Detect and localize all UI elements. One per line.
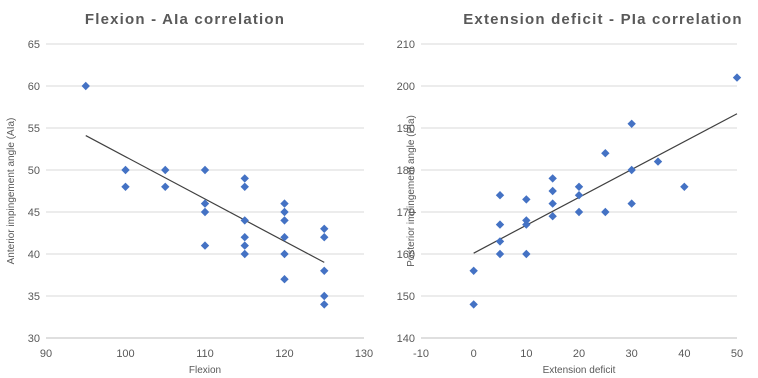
data-point <box>469 266 478 275</box>
x-tick-label: -10 <box>413 348 429 360</box>
data-point <box>81 81 90 91</box>
x-axis-label: Flexion <box>189 365 221 376</box>
data-point <box>495 237 505 246</box>
data-point <box>240 174 249 183</box>
data-point <box>240 216 249 225</box>
data-point <box>627 199 636 208</box>
data-point <box>121 182 130 191</box>
y-tick-label: 45 <box>28 207 40 219</box>
data-point <box>320 233 329 242</box>
data-point <box>680 182 689 191</box>
x-tick-label: 20 <box>573 348 585 360</box>
y-axis-label: Anterior impingement angle (AIa) <box>6 118 17 265</box>
data-point <box>627 119 636 128</box>
y-tick-label: 200 <box>397 81 415 93</box>
data-point <box>522 195 531 204</box>
chart-flexion-aia: Flexion - AIa correlation 30 35 40 45 50 55 60 6… <box>6 11 373 376</box>
y-tick-label: 30 <box>28 333 40 345</box>
data-point <box>280 249 289 259</box>
y-tick-label: 210 <box>397 39 415 51</box>
x-tick-label: 50 <box>731 348 743 360</box>
data-point <box>548 199 557 208</box>
x-tick-label: 40 <box>678 348 690 360</box>
y-tick-label: 60 <box>28 81 40 93</box>
x-tick-label: 10 <box>520 348 532 360</box>
data-point <box>240 249 249 259</box>
data-point <box>495 249 505 259</box>
data-point <box>627 165 636 175</box>
x-tick-label: 120 <box>275 348 293 360</box>
y-tick-label: 150 <box>397 291 415 303</box>
data-point <box>200 207 210 217</box>
data-point <box>240 233 249 242</box>
data-point <box>280 233 289 242</box>
y-tick-label: 35 <box>28 291 40 303</box>
x-axis-label: Extension deficit <box>543 365 616 376</box>
trendline <box>473 113 738 254</box>
x-tick-label: 30 <box>626 348 638 360</box>
x-tick-label: 110 <box>196 348 214 360</box>
data-point <box>240 241 249 250</box>
x-tick-label: 90 <box>40 348 52 360</box>
data-point <box>469 300 478 309</box>
chart-extension-deficit-pia: Extension deficit - PIa correlation 140 15… <box>397 11 743 376</box>
y-tick-label: 170 <box>397 207 415 219</box>
y-tick-label: 160 <box>397 249 415 261</box>
data-point <box>200 165 210 175</box>
y-tick-label: 40 <box>28 249 40 261</box>
x-tick-label: 100 <box>116 348 134 360</box>
y-tick-label: 65 <box>28 39 40 51</box>
data-point <box>574 182 584 191</box>
x-tick-label: 130 <box>355 348 373 360</box>
y-tick-label: 50 <box>28 165 40 177</box>
data-point <box>495 191 505 200</box>
data-point <box>320 266 329 275</box>
data-point <box>601 149 610 158</box>
chart-title: Extension deficit - PIa correlation <box>463 11 743 28</box>
data-point <box>601 207 610 217</box>
y-axis-label: Posterior impingement angle (PIa) <box>406 115 417 267</box>
data-point <box>732 73 742 82</box>
data-point <box>200 241 210 250</box>
y-tick-label: 180 <box>397 165 415 177</box>
data-point <box>548 186 557 196</box>
data-point <box>495 220 505 229</box>
data-point <box>320 224 329 233</box>
data-point <box>574 191 584 200</box>
data-point <box>280 275 289 284</box>
data-point <box>320 300 329 309</box>
y-tick-label: 140 <box>397 333 415 345</box>
x-tick-label: 0 <box>471 348 477 360</box>
chart-title: Flexion - AIa correlation <box>85 11 285 28</box>
y-tick-label: 190 <box>397 123 415 135</box>
data-point <box>161 182 170 191</box>
data-point <box>574 207 584 217</box>
data-point <box>548 212 557 221</box>
data-point <box>280 216 289 225</box>
data-point <box>240 182 249 191</box>
data-point <box>280 199 289 208</box>
data-point <box>320 291 329 301</box>
data-point <box>161 165 170 175</box>
data-point <box>280 207 289 217</box>
data-point <box>548 174 557 183</box>
data-point <box>522 249 531 259</box>
y-tick-label: 55 <box>28 123 40 135</box>
data-point <box>121 165 130 175</box>
data-point <box>653 157 663 166</box>
data-point <box>200 199 210 208</box>
data-point <box>522 220 531 229</box>
